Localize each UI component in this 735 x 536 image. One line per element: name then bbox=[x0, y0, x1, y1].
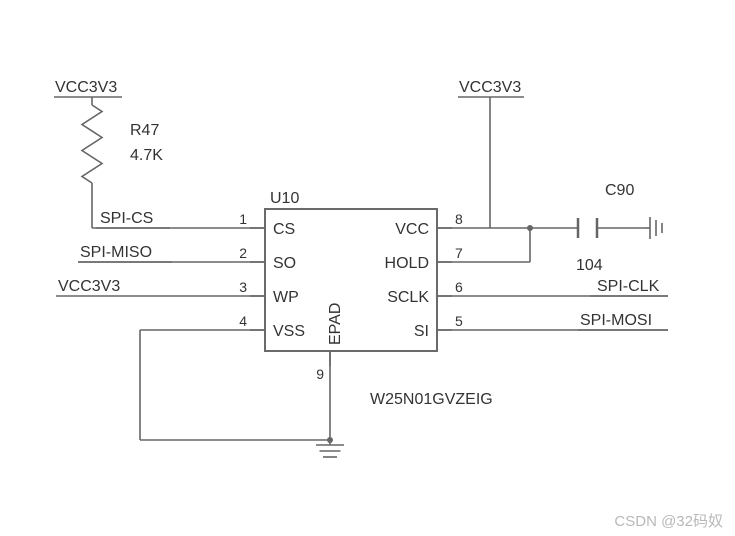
junction-0 bbox=[527, 225, 533, 231]
net-vcc3v3-right: VCC3V3 bbox=[459, 79, 521, 96]
pin-name-3: WP bbox=[273, 289, 299, 306]
pin-num-5: 5 bbox=[455, 313, 463, 329]
net-vcc3v3-wp: VCC3V3 bbox=[58, 278, 120, 295]
pin-num-7: 7 bbox=[455, 245, 463, 261]
pin-num-9: 9 bbox=[316, 366, 324, 382]
pin-num-4: 4 bbox=[239, 313, 247, 329]
chip-part: W25N01GVZEIG bbox=[370, 391, 493, 408]
pin-name-7: HOLD bbox=[385, 255, 429, 272]
watermark: CSDN @32码奴 bbox=[614, 512, 723, 530]
resistor-r47 bbox=[82, 105, 102, 183]
net-vcc3v3-left: VCC3V3 bbox=[55, 79, 117, 96]
pin-num-2: 2 bbox=[239, 245, 247, 261]
pin-num-1: 1 bbox=[239, 211, 247, 227]
pin-num-8: 8 bbox=[455, 211, 463, 227]
pin-name-8: VCC bbox=[395, 221, 429, 238]
pin-num-6: 6 bbox=[455, 279, 463, 295]
r47-value: 4.7K bbox=[130, 147, 163, 164]
c90-value: 104 bbox=[576, 257, 603, 274]
net-spi-clk: SPI-CLK bbox=[597, 278, 660, 295]
pin-name-2: SO bbox=[273, 255, 296, 272]
chip-ref: U10 bbox=[270, 190, 299, 207]
net-spi-miso: SPI-MISO bbox=[80, 244, 152, 261]
pin-name-4: VSS bbox=[273, 323, 305, 340]
pin-name-6: SCLK bbox=[387, 289, 429, 306]
junction-1 bbox=[327, 437, 333, 443]
r47-ref: R47 bbox=[130, 122, 159, 139]
pin-name-9: EPAD bbox=[327, 303, 344, 345]
net-spi-mosi: SPI-MOSI bbox=[580, 312, 652, 329]
pin-name-1: CS bbox=[273, 221, 295, 238]
net-spi-cs: SPI-CS bbox=[100, 210, 153, 227]
pin-name-5: SI bbox=[414, 323, 429, 340]
c90-ref: C90 bbox=[605, 182, 634, 199]
pin-num-3: 3 bbox=[239, 279, 247, 295]
